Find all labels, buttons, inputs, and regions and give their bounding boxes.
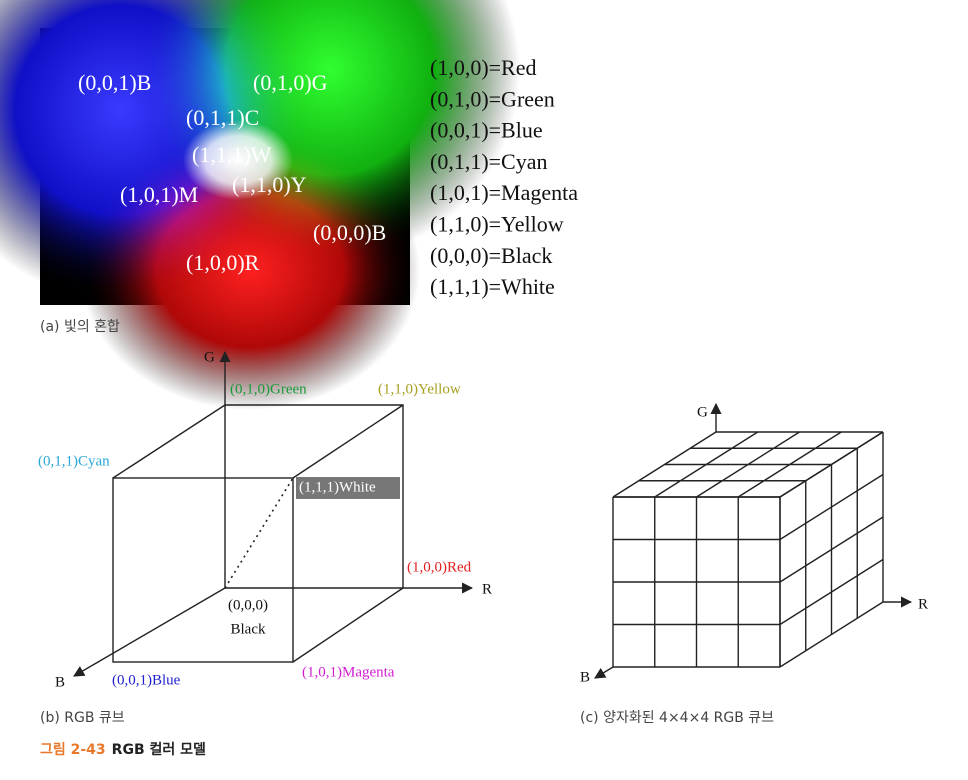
axis-label: G [697, 404, 708, 420]
image-label: (1,0,0)R [186, 250, 260, 275]
vertex-label: (0,1,0)Green [230, 381, 307, 397]
quantized-cube [594, 402, 913, 679]
image-label: (1,1,0)Y [232, 172, 307, 197]
axis-label: R [482, 581, 492, 597]
legend-item: (0,0,1)=Blue [430, 118, 543, 143]
figure-title-text: RGB 컬러 모델 [112, 742, 206, 758]
image-label: (0,1,0)G [253, 70, 328, 95]
legend-item: (0,1,0)=Green [430, 86, 555, 111]
image-label: (0,0,1)B [78, 70, 151, 95]
legend-item: (1,1,1)=White [430, 274, 555, 299]
legend-item: (0,0,0)=Black [430, 243, 552, 268]
vertex-label: Black [231, 621, 266, 637]
axis-label: G [204, 349, 215, 365]
axis-label: R [918, 596, 928, 612]
cube-edge [737, 431, 842, 498]
image-label: (0,0,0)B [313, 220, 386, 245]
vertex-label: (1,0,0)Red [407, 559, 472, 575]
cube-edge [779, 558, 884, 626]
caption: (b) RGB 큐브 [40, 710, 125, 726]
cube-edge [779, 601, 884, 668]
image-label: (1,0,1)M [120, 182, 198, 207]
vertex-label: (1,1,0)Yellow [378, 381, 461, 397]
rgb-cube [73, 350, 474, 677]
figure-number: 그림 2-43 [40, 742, 106, 758]
vertex-label: (0,0,0) [228, 597, 268, 613]
vertex-label: (0,0,1)Blue [112, 672, 181, 688]
figure-title: 그림 2-43 RGB 컬러 모델 [40, 742, 206, 758]
vertex-label: (0,1,1)Cyan [38, 453, 110, 469]
caption: (a) 빛의 혼합 [40, 319, 120, 335]
legend-item: (1,1,0)=Yellow [430, 212, 564, 237]
legend: (1,0,0)=Red (0,1,0)=Green (0,0,1)=Blue (0,1… [430, 55, 578, 299]
cube-edge [594, 666, 614, 679]
caption: (c) 양자화된 4×4×4 RGB 큐브 [580, 710, 774, 726]
image-label: (1,1,1)W [192, 142, 272, 167]
vertex-label: (1,1,1)White [299, 479, 376, 495]
light-mixing-image [0, 0, 520, 410]
axis-label: B [580, 669, 590, 685]
cube-edge [779, 431, 884, 498]
axis-label: B [55, 674, 65, 690]
legend-item: (1,0,0)=Red [430, 55, 537, 80]
image-label: (0,1,1)C [186, 105, 259, 130]
vertex-label: (1,0,1)Magenta [302, 664, 395, 680]
legend-item: (0,1,1)=Cyan [430, 149, 548, 174]
legend-item: (1,0,1)=Magenta [430, 180, 578, 205]
